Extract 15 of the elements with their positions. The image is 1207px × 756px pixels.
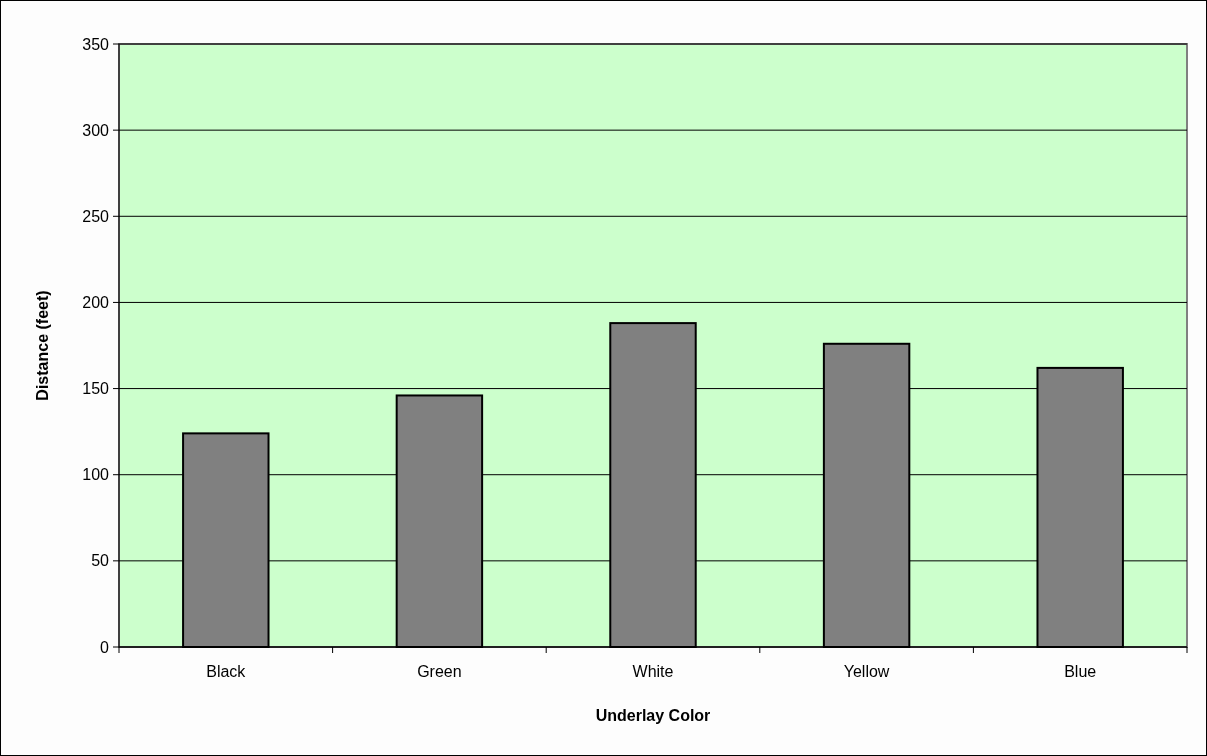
y-tick-label: 100 (82, 466, 110, 484)
x-tick-label: White (632, 663, 674, 680)
y-tick-label: 50 (91, 552, 110, 570)
y-tick-label: 0 (100, 638, 110, 656)
y-tick-label: 300 (82, 121, 110, 139)
y-tick-label: 250 (82, 207, 110, 225)
y-tick-label: 200 (82, 294, 110, 312)
x-tick-label: Green (417, 663, 462, 680)
x-tick-label: Black (206, 663, 247, 680)
x-tick-label: Yellow (843, 663, 890, 680)
x-tick-label: Blue (1064, 663, 1097, 680)
y-axis-title: Distance (feet) (34, 290, 51, 401)
y-tick-label: 150 (82, 380, 110, 398)
x-axis-title: Underlay Color (595, 707, 711, 724)
y-tick-label: 350 (82, 35, 110, 53)
